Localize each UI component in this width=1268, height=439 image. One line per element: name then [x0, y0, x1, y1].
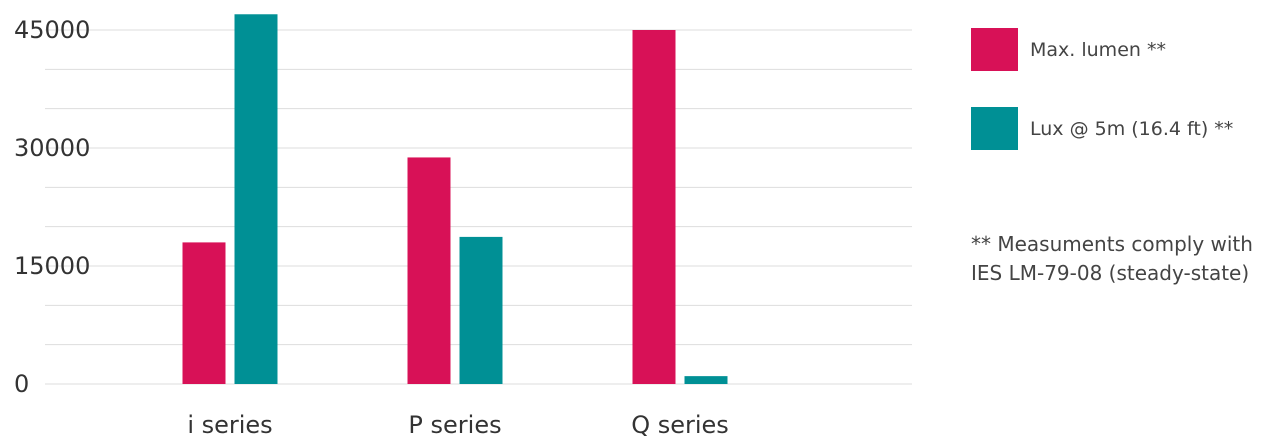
- bar-chart: 45000 30000 15000 0 i series P series Q serie…: [14, 14, 912, 439]
- y-tick-label: 45000: [14, 16, 90, 44]
- bar-lux-p-series: [459, 236, 503, 384]
- y-tick-label: 15000: [14, 252, 90, 280]
- legend-item-lux: Lux @ 5m (16.4 ft) **: [971, 107, 1233, 150]
- y-axis-ticks: 45000 30000 15000 0: [14, 16, 90, 398]
- bars: [182, 14, 728, 385]
- legend-item-max-lumen: Max. lumen **: [971, 28, 1166, 71]
- y-tick-label: 0: [14, 370, 29, 398]
- legend-label-lux: Lux @ 5m (16.4 ft) **: [1030, 117, 1234, 140]
- x-axis-categories: i series P series Q series: [187, 411, 728, 439]
- bar-max-lumen-q-series: [632, 30, 676, 384]
- legend-swatch-lux: [971, 107, 1018, 150]
- bar-lux-q-series: [684, 376, 728, 384]
- x-category-label: Q series: [631, 411, 729, 439]
- x-category-label: i series: [187, 411, 272, 439]
- y-tick-label: 30000: [14, 134, 90, 162]
- legend-label-max-lumen: Max. lumen **: [1030, 38, 1166, 61]
- legend-swatch-max-lumen: [971, 28, 1018, 71]
- measurement-note: ** Measuments comply with IES LM-79-08 (…: [971, 232, 1253, 285]
- bar-max-lumen-i-series: [182, 242, 226, 384]
- legend: Max. lumen ** Lux @ 5m (16.4 ft) **: [971, 0, 1268, 439]
- bar-max-lumen-p-series: [407, 157, 451, 384]
- bar-lux-i-series: [234, 14, 278, 385]
- x-category-label: P series: [408, 411, 501, 439]
